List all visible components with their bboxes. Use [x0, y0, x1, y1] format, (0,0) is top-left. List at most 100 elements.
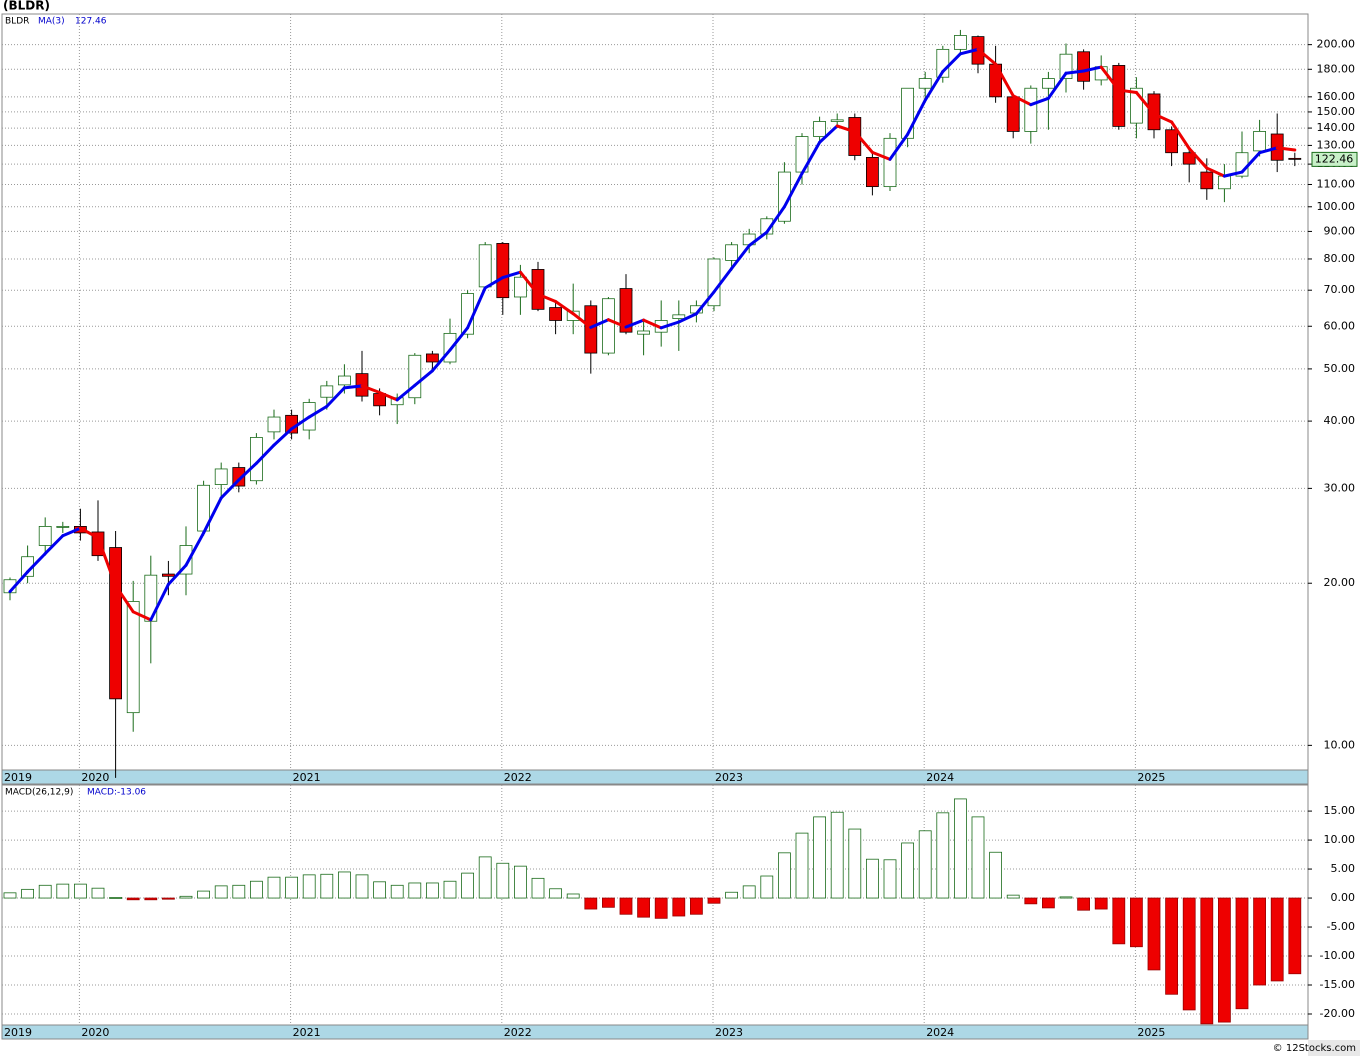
macd-bar — [496, 862, 510, 899]
ma-line-segment — [800, 140, 822, 175]
macd-date-strip — [1, 1024, 1309, 1040]
y-tick-label: 110.00 — [1317, 177, 1356, 190]
macd-bar — [1218, 897, 1231, 1023]
macd-bar — [954, 798, 967, 899]
y-tick-label: 50.00 — [1324, 362, 1356, 375]
y-tick-label: 80.00 — [1324, 252, 1356, 265]
macd-bar — [214, 885, 228, 899]
candle-body — [725, 244, 738, 261]
ma-line-segment — [448, 326, 470, 352]
ma-line-segment — [483, 276, 505, 290]
y-tick-label: 5.00 — [1331, 862, 1356, 875]
candle-body — [1253, 131, 1266, 152]
x-tick-label: 2023 — [715, 771, 743, 784]
candle-body — [549, 307, 562, 321]
ma-line-segment — [61, 526, 82, 538]
candle-body — [214, 468, 228, 485]
macd-bar — [425, 882, 439, 899]
macd-bar — [690, 897, 703, 915]
y-tick-label: 70.00 — [1324, 283, 1356, 296]
macd-bar — [1200, 897, 1214, 1025]
macd-bar — [337, 871, 351, 899]
candle-body — [531, 269, 545, 310]
macd-bar — [1059, 896, 1073, 899]
ma-line-segment — [694, 290, 716, 316]
candle-body — [813, 121, 826, 137]
ma-line-segment — [571, 312, 593, 329]
candle-body — [1182, 152, 1196, 165]
macd-bar — [936, 812, 950, 899]
y-tick-label: 20.00 — [1324, 576, 1356, 589]
ma-line-segment — [166, 563, 188, 586]
macd-bar — [672, 897, 686, 917]
macd-bar — [179, 895, 193, 899]
x-tick-label: 2021 — [293, 771, 321, 784]
macd-bar — [1147, 897, 1161, 971]
candle-body — [56, 526, 70, 528]
macd-bar — [901, 842, 914, 899]
x-tick-label: 2020 — [81, 771, 109, 784]
macd-bar — [249, 880, 263, 899]
candle-body — [496, 243, 510, 299]
ma-line-segment — [536, 292, 558, 303]
ma-line-segment — [307, 404, 329, 419]
ma-line-segment — [976, 47, 998, 66]
ma-line-segment — [272, 427, 294, 447]
ma-line-segment — [78, 526, 100, 540]
ma-line-segment — [518, 270, 540, 296]
macd-bar — [38, 884, 52, 899]
macd-bar — [408, 882, 422, 899]
last-price-box — [1311, 151, 1358, 167]
macd-bar — [302, 874, 316, 899]
macd-bar — [91, 887, 105, 899]
macd-bar — [21, 888, 35, 899]
ma-line-segment — [659, 320, 681, 330]
candle-body — [514, 276, 527, 298]
y-tick-label: 180.00 — [1317, 62, 1356, 75]
ma-line-segment — [1152, 112, 1174, 124]
candle-body — [619, 288, 633, 333]
y-tick-label: 150.00 — [1317, 105, 1356, 118]
ma-line-segment — [818, 124, 839, 144]
ma-line-segment — [114, 584, 135, 614]
candle-body — [1112, 65, 1126, 127]
ma-line-segment — [1222, 170, 1244, 178]
y-tick-label: 0.00 — [1331, 891, 1356, 904]
ma-line-segment — [642, 318, 663, 330]
candle-body — [637, 330, 650, 335]
macd-bar — [707, 897, 721, 904]
ma-line-segment — [26, 552, 47, 574]
candle-body — [1200, 171, 1214, 190]
y-tick-label: -20.00 — [1320, 1007, 1355, 1020]
macd-bar — [760, 875, 774, 899]
macd-bar — [602, 897, 615, 908]
macd-bar — [1094, 897, 1108, 910]
macd-bar — [866, 858, 879, 899]
macd-bar — [848, 828, 862, 899]
ma-line-segment — [941, 52, 962, 74]
ma-line-segment — [1064, 69, 1086, 75]
macd-bar — [725, 891, 738, 899]
macd-bar — [126, 897, 140, 901]
macd-bar — [566, 893, 580, 899]
candle-body — [1165, 129, 1178, 154]
candle-body — [830, 119, 844, 122]
legend-ma-value: 127.46 — [75, 17, 107, 27]
macd-bar — [1024, 897, 1038, 905]
candle-body — [672, 314, 686, 319]
macd-bar — [197, 890, 211, 899]
macd-bar — [1182, 897, 1196, 1011]
macd-bar — [74, 883, 87, 899]
ma-line-segment — [378, 391, 399, 402]
ma-line-segment — [1011, 94, 1033, 107]
y-tick-label: 100.00 — [1317, 200, 1356, 213]
ma-line-segment — [765, 205, 786, 234]
macd-bar — [1270, 897, 1284, 982]
ma-line-segment — [1275, 146, 1297, 152]
candle-body — [901, 87, 914, 139]
candle-body — [1218, 175, 1231, 190]
ma-line-segment — [853, 130, 874, 154]
ma-line-segment — [1205, 166, 1226, 178]
y-tick-label: 10.00 — [1324, 833, 1356, 846]
